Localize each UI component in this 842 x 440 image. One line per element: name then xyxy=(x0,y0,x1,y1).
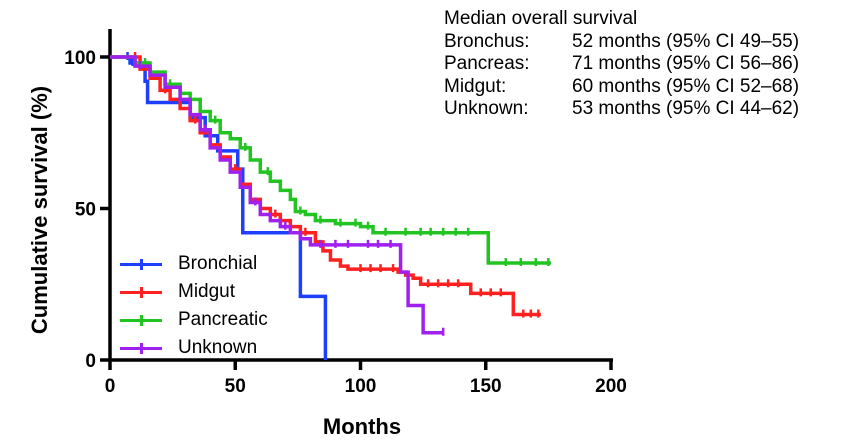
annotation-group-label: Pancreas: xyxy=(444,53,530,74)
x-tick-label: 150 xyxy=(470,376,502,397)
annotation-title: Median overall survival xyxy=(444,8,638,29)
legend-swatch-pancreatic xyxy=(120,314,162,326)
annotation-median-value: 52 months (95% CI 49–55) xyxy=(572,30,800,52)
annotation-group-label: Unknown: xyxy=(444,98,529,119)
legend-swatch-unknown xyxy=(120,342,162,354)
x-tick-label: 50 xyxy=(225,376,246,397)
legend-label: Bronchial xyxy=(178,253,258,274)
legend-swatch-bronchial xyxy=(120,258,162,270)
legend-label: Midgut xyxy=(178,281,236,302)
legend-item-midgut: Midgut xyxy=(120,278,268,306)
y-axis-title: Cumulative survival (%) xyxy=(27,85,52,335)
annotation-median-value: 71 months (95% CI 56–86) xyxy=(572,53,800,74)
annotation-row: Bronchus: 52 months (95% CI 49–55) xyxy=(444,31,799,54)
annotation-group-label: Bronchus: xyxy=(444,30,530,52)
x-tick-label: 0 xyxy=(105,376,116,397)
legend-item-bronchial: Bronchial xyxy=(120,250,268,278)
legend-item-unknown: Unknown xyxy=(120,334,268,362)
legend-label: Unknown xyxy=(178,337,258,358)
annotation-median-value: 53 months (95% CI 44–62) xyxy=(572,98,800,119)
chart-legend: Bronchial Midgut Pancreatic Unknown xyxy=(120,250,268,362)
x-axis-title: Months xyxy=(322,414,402,439)
x-tick-label: 200 xyxy=(595,376,627,397)
y-tick-label: 50 xyxy=(75,200,96,221)
legend-label: Pancreatic xyxy=(178,309,268,330)
annotation-median-value: 60 months (95% CI 52–68) xyxy=(572,75,800,97)
median-survival-annotation: Median overall survival Bronchus: 52 mon… xyxy=(444,8,799,121)
y-tick-label: 100 xyxy=(64,48,96,69)
legend-item-pancreatic: Pancreatic xyxy=(120,306,268,334)
y-tick-label: 0 xyxy=(85,351,96,372)
legend-swatch-midgut xyxy=(120,286,162,298)
annotation-row: Unknown: 53 months (95% CI 44–62) xyxy=(444,98,799,121)
annotation-group-label: Midgut: xyxy=(444,75,507,97)
annotation-row: Midgut: 60 months (95% CI 52–68) xyxy=(444,76,799,99)
annotation-row: Pancreas: 71 months (95% CI 56–86) xyxy=(444,53,799,76)
x-tick-label: 100 xyxy=(345,376,377,397)
